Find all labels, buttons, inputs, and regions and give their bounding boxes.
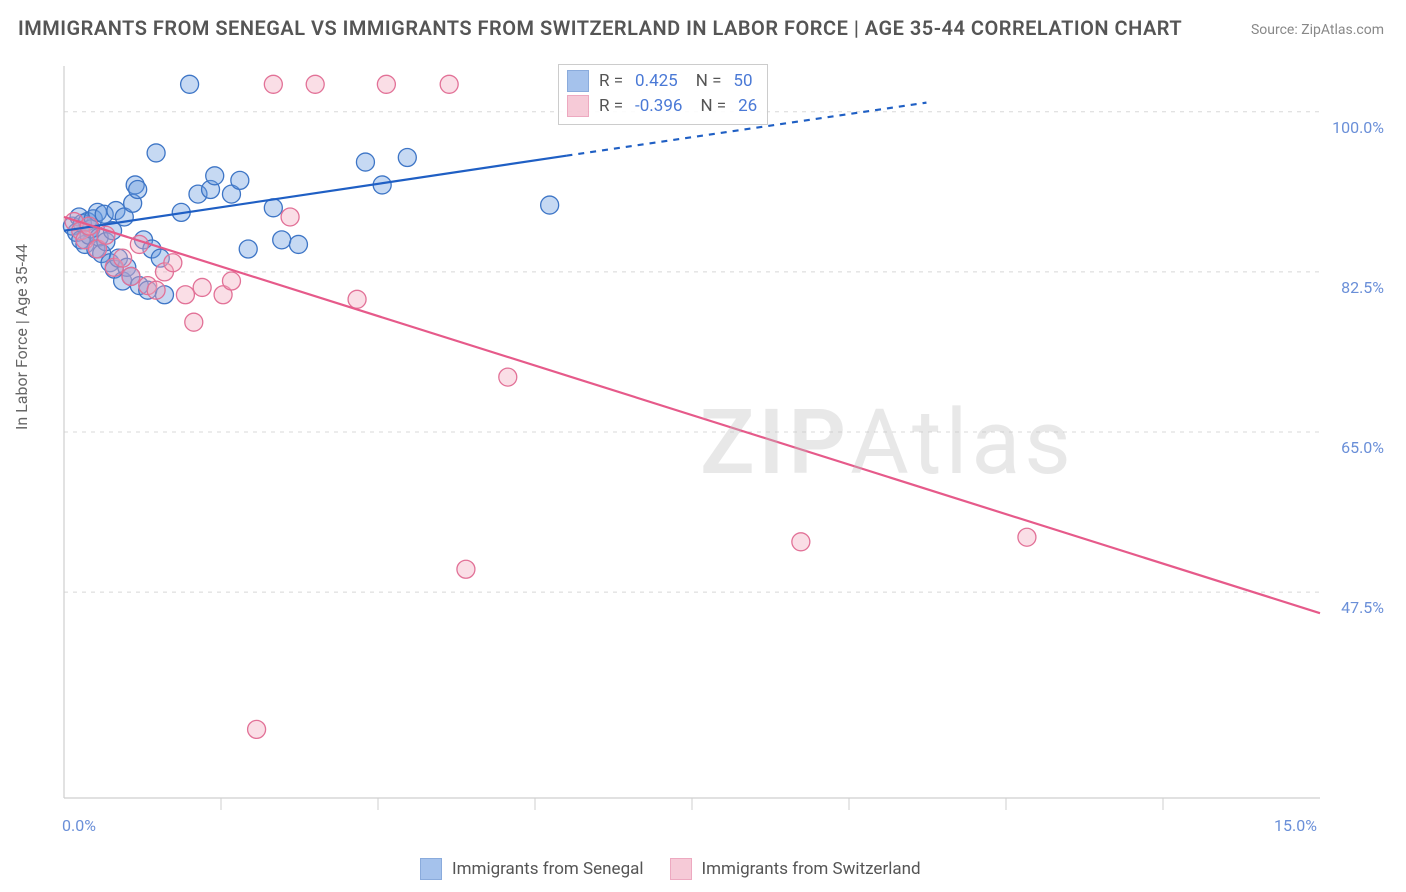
- legend-label: Immigrants from Senegal: [452, 859, 644, 879]
- legend-swatch: [420, 858, 442, 880]
- corr-n-label: N =: [686, 69, 722, 94]
- y-tick-label: 47.5%: [1341, 598, 1384, 617]
- corr-legend-row: R = -0.396 N = 26: [567, 94, 757, 119]
- corr-legend-row: R = 0.425 N = 50: [567, 69, 757, 94]
- chart-svg: [50, 60, 1390, 840]
- correlation-legend-box: R =0.425N =50R =-0.396N =26: [558, 64, 768, 125]
- corr-r-label: R =: [599, 94, 623, 119]
- legend-label: Immigrants from Switzerland: [702, 859, 921, 879]
- x-tick-label: 0.0%: [62, 816, 96, 835]
- source-attribution: Source: ZipAtlas.com: [1251, 22, 1384, 38]
- legend-swatch: [670, 858, 692, 880]
- y-tick-label: 82.5%: [1341, 278, 1384, 297]
- y-tick-label: 100.0%: [1332, 118, 1384, 137]
- corr-n-value: 50: [729, 69, 752, 94]
- corr-n-value: 26: [734, 94, 757, 119]
- legend-swatch: [567, 70, 589, 92]
- source-link[interactable]: ZipAtlas.com: [1301, 22, 1384, 38]
- y-axis-label: In Labor Force | Age 35-44: [12, 244, 31, 430]
- corr-r-label: R =: [599, 69, 623, 94]
- legend-item: Immigrants from Switzerland: [670, 858, 921, 880]
- legend-swatch: [567, 95, 589, 117]
- corr-r-value: -0.396: [631, 94, 682, 119]
- corr-r-value: 0.425: [631, 69, 678, 94]
- y-tick-label: 65.0%: [1341, 438, 1384, 457]
- legend-item: Immigrants from Senegal: [420, 858, 644, 880]
- source-prefix: Source:: [1251, 22, 1301, 38]
- x-tick-label: 15.0%: [1274, 816, 1317, 835]
- chart-title: IMMIGRANTS FROM SENEGAL VS IMMIGRANTS FR…: [18, 16, 1182, 40]
- corr-n-label: N =: [690, 94, 726, 119]
- bottom-legend: Immigrants from Senegal Immigrants from S…: [420, 858, 921, 880]
- chart-plot-area: [50, 60, 1390, 840]
